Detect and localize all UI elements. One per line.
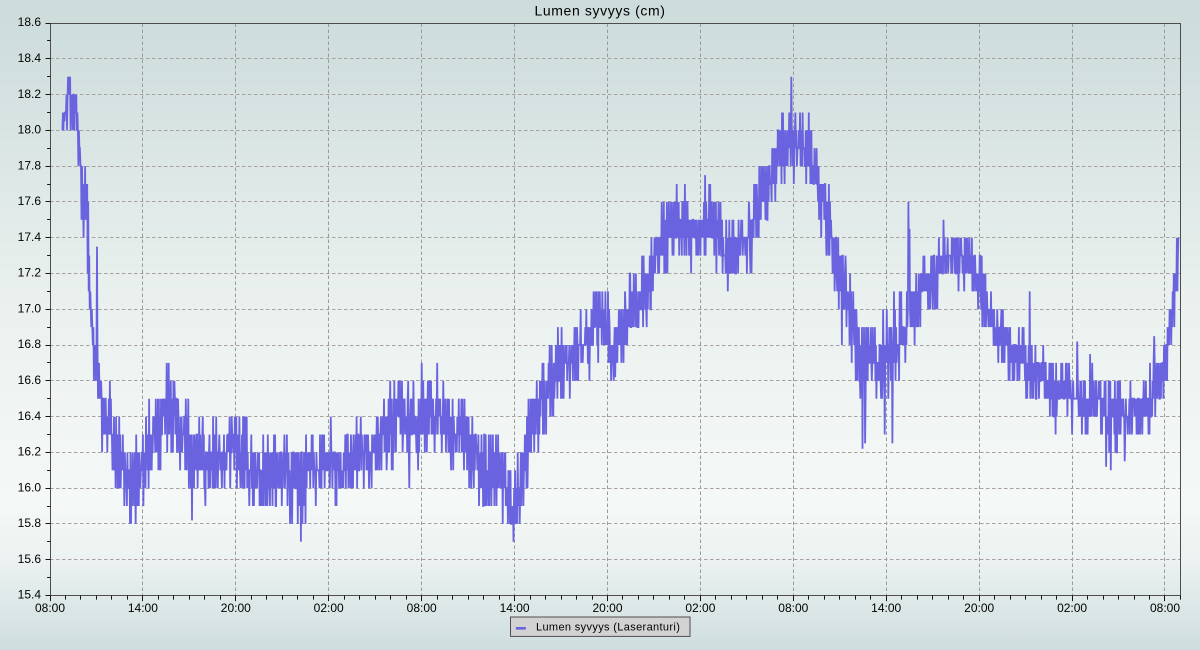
svg-text:16.8: 16.8 [18,337,42,351]
svg-text:08:00: 08:00 [35,601,65,615]
svg-text:14:00: 14:00 [871,601,901,615]
svg-text:Lumen syvyys (cm): Lumen syvyys (cm) [534,3,665,19]
svg-text:18.0: 18.0 [18,123,42,137]
svg-text:20:00: 20:00 [592,601,622,615]
svg-text:02:00: 02:00 [1057,601,1087,615]
svg-text:18.2: 18.2 [18,87,42,101]
svg-text:08:00: 08:00 [1150,601,1180,615]
svg-text:Lumen syvyys (Laseranturi): Lumen syvyys (Laseranturi) [536,622,680,634]
svg-text:15.4: 15.4 [18,588,42,602]
svg-text:14:00: 14:00 [128,601,158,615]
svg-text:17.0: 17.0 [18,302,42,316]
svg-text:15.8: 15.8 [18,516,42,530]
svg-text:16.0: 16.0 [18,480,42,494]
svg-text:16.2: 16.2 [18,445,42,459]
svg-text:18.6: 18.6 [18,15,42,29]
svg-text:16.6: 16.6 [18,373,42,387]
svg-text:17.2: 17.2 [18,266,42,280]
svg-text:17.4: 17.4 [18,230,42,244]
svg-text:17.8: 17.8 [18,158,42,172]
svg-text:08:00: 08:00 [778,601,808,615]
svg-text:20:00: 20:00 [964,601,994,615]
svg-text:16.4: 16.4 [18,409,42,423]
svg-text:15.6: 15.6 [18,552,42,566]
svg-text:02:00: 02:00 [314,601,344,615]
svg-text:20:00: 20:00 [221,601,251,615]
svg-text:17.6: 17.6 [18,194,42,208]
svg-text:08:00: 08:00 [407,601,437,615]
svg-text:02:00: 02:00 [685,601,715,615]
svg-text:14:00: 14:00 [500,601,530,615]
svg-text:18.4: 18.4 [18,51,42,65]
